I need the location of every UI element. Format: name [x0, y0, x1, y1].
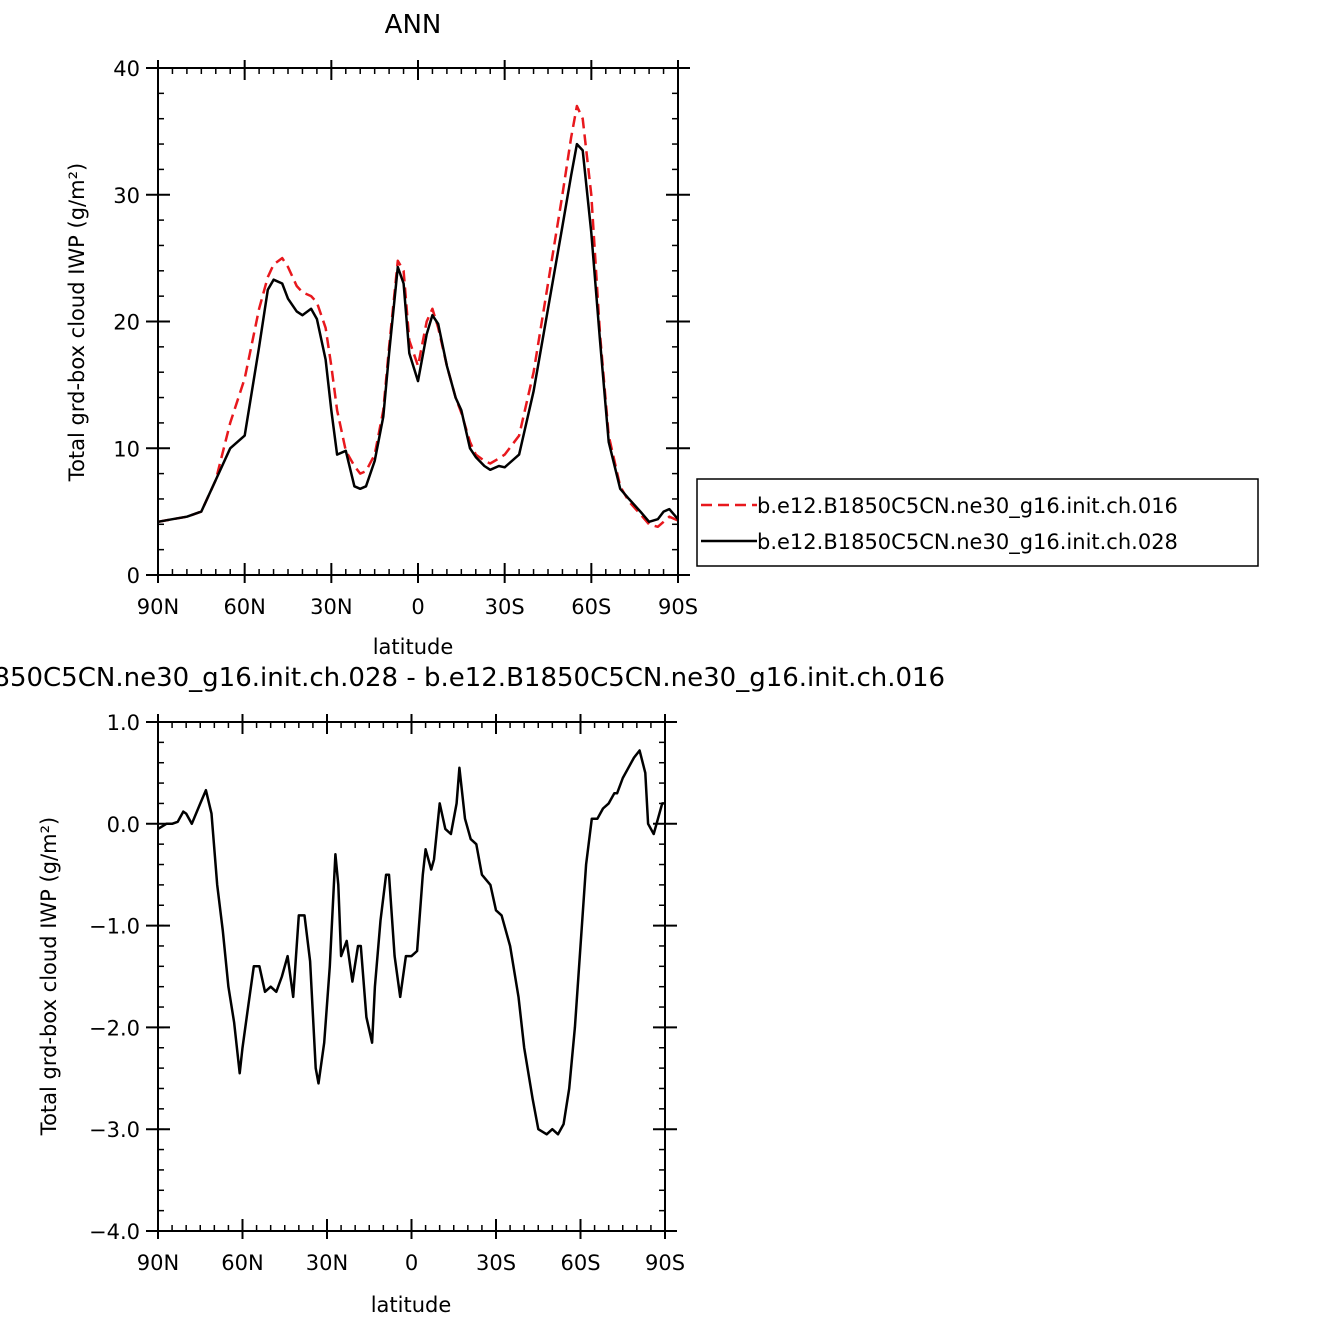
y-tick-label: 40: [113, 57, 140, 81]
top-axis-ticks: [146, 60, 690, 583]
x-tick-label: 30N: [306, 1251, 348, 1275]
x-tick-label: 60S: [560, 1251, 600, 1275]
top-chart-title: ANN: [385, 10, 442, 40]
x-tick-label: 60N: [223, 595, 265, 619]
bottom-chart-title: b.e12.B1850C5CN.ne30_g16.init.ch.028 - b…: [0, 663, 945, 693]
legend-entry-028: b.e12.B1850C5CN.ne30_g16.init.ch.028: [757, 530, 1178, 555]
y-tick-label: −1.0: [89, 915, 140, 939]
top-series-line-0: [157, 104, 679, 529]
x-tick-label: 0: [411, 595, 424, 619]
x-tick-label: 60N: [221, 1251, 263, 1275]
bottom-x-axis-label: latitude: [371, 1293, 452, 1317]
y-tick-label: 20: [113, 311, 140, 335]
x-tick-label: 90N: [137, 1251, 179, 1275]
y-tick-label: −2.0: [89, 1016, 140, 1040]
top-tick-labels: 90N 60N 30N 0 30S 60S 90S 0 10 20 30 40: [113, 57, 698, 619]
y-tick-label: −3.0: [89, 1118, 140, 1142]
top-series-line-1: [157, 142, 679, 524]
legend-box: [696, 478, 1259, 567]
bottom-panel: b.e12.B1850C5CN.ne30_g16.init.ch.028 - b…: [0, 663, 945, 1317]
x-tick-label: 60S: [571, 595, 611, 619]
legend-entry-016: b.e12.B1850C5CN.ne30_g16.init.ch.016: [757, 494, 1178, 519]
y-tick-label: 30: [113, 184, 140, 208]
top-series-layer: [157, 104, 679, 529]
x-tick-label: 0: [405, 1251, 418, 1275]
y-tick-label: 1.0: [107, 711, 140, 735]
bottom-tick-labels: 90N 60N 30N 0 30S 60S 90S 1.0 0.0 −1.0 −2.0 −3.0 −4.…: [89, 711, 685, 1275]
x-tick-label: 90S: [658, 595, 698, 619]
y-tick-label: 0.0: [107, 813, 140, 837]
legend: b.e12.B1850C5CN.ne30_g16.init.ch.016 b.e…: [696, 478, 1259, 567]
y-tick-label: −4.0: [89, 1220, 140, 1244]
x-tick-label: 30N: [310, 595, 352, 619]
bottom-plot-frame: [157, 721, 666, 1232]
top-y-axis-label: Total grd-box cloud IWP (g/m²): [65, 163, 89, 482]
top-panel: ANN 90N 60N 30N 0 30S 60S 90S 0 10 20 30 40 latitud…: [65, 10, 698, 659]
bottom-series-line-0: [157, 749, 665, 1136]
y-tick-label: 0: [127, 564, 140, 588]
bottom-axis-ticks: [146, 714, 677, 1239]
top-x-axis-label: latitude: [373, 635, 454, 659]
y-tick-label: 10: [113, 437, 140, 461]
x-tick-label: 90S: [645, 1251, 685, 1275]
bottom-series-layer: [157, 749, 665, 1136]
x-tick-label: 30S: [476, 1251, 516, 1275]
x-tick-label: 90N: [137, 595, 179, 619]
top-plot-frame: [157, 67, 679, 576]
x-tick-label: 30S: [485, 595, 525, 619]
bottom-y-axis-label: Total grd-box cloud IWP (g/m²): [37, 817, 61, 1136]
